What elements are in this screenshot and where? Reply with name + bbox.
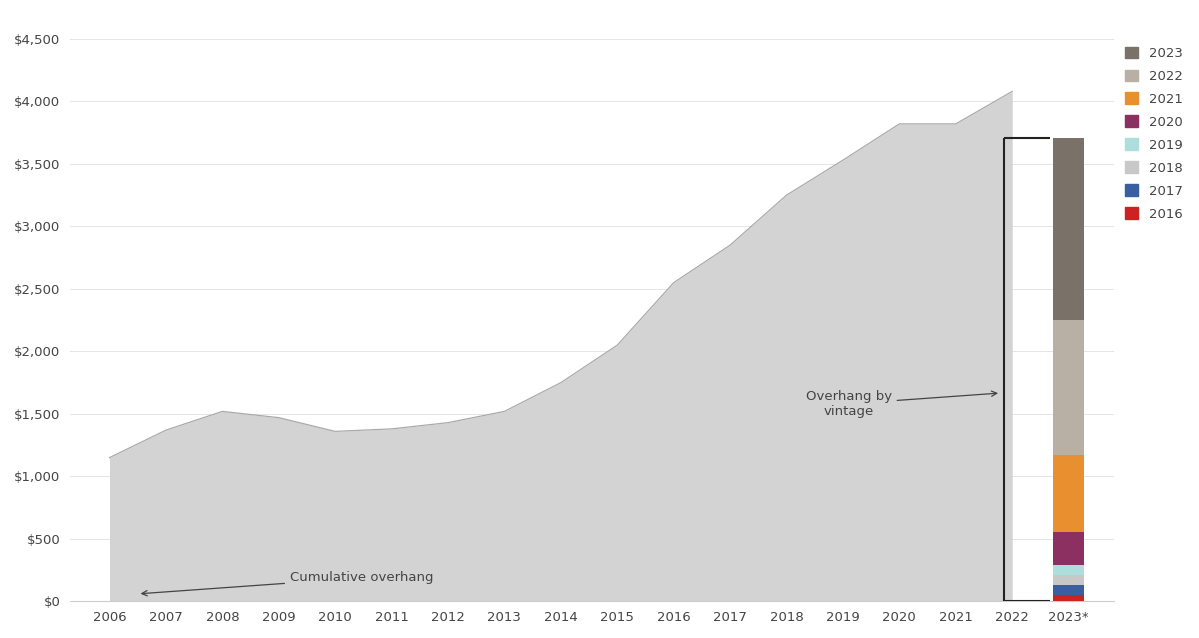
Text: Overhang by
vintage: Overhang by vintage <box>806 390 996 418</box>
Bar <box>1053 454 1084 532</box>
Bar <box>1053 320 1084 454</box>
Bar <box>1053 138 1084 320</box>
Text: Cumulative overhang: Cumulative overhang <box>141 572 434 596</box>
Bar <box>1053 595 1084 602</box>
Bar <box>1053 584 1084 595</box>
Bar <box>1053 574 1084 584</box>
Legend: 2023, 2022, 2021, 2020, 2019, 2018, 2017, 2016: 2023, 2022, 2021, 2020, 2019, 2018, 2017… <box>1122 44 1186 223</box>
Bar <box>1053 532 1084 565</box>
Bar <box>1053 565 1084 574</box>
